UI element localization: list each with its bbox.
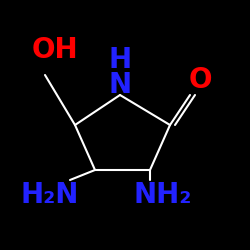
Text: H₂N: H₂N <box>21 181 79 209</box>
Text: NH₂: NH₂ <box>133 181 192 209</box>
Text: H: H <box>108 46 132 74</box>
Text: OH: OH <box>32 36 78 64</box>
Text: O: O <box>188 66 212 94</box>
Text: N: N <box>108 71 132 99</box>
